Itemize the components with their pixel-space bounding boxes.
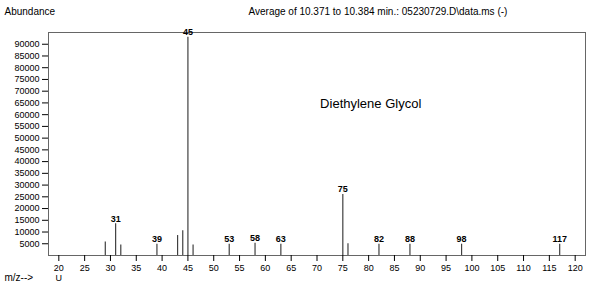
svg-text:55000: 55000 (14, 121, 39, 131)
svg-text:75000: 75000 (14, 74, 39, 84)
svg-text:20000: 20000 (14, 203, 39, 213)
svg-text:53: 53 (224, 234, 234, 244)
svg-text:40000: 40000 (14, 156, 39, 166)
svg-text:105: 105 (490, 263, 505, 273)
svg-text:65000: 65000 (14, 98, 39, 108)
svg-text:40: 40 (157, 263, 167, 273)
svg-text:Average of 10.371 to 10.384 mi: Average of 10.371 to 10.384 min.: 052307… (249, 6, 508, 17)
svg-text:115: 115 (542, 263, 556, 273)
svg-text:75: 75 (338, 184, 348, 194)
svg-text:45: 45 (183, 27, 193, 37)
svg-text:39: 39 (152, 234, 162, 244)
svg-text:117: 117 (552, 234, 567, 244)
svg-text:90: 90 (415, 263, 425, 273)
svg-text:100: 100 (464, 263, 479, 273)
svg-text:85: 85 (389, 263, 399, 273)
svg-text:Abundance: Abundance (5, 6, 56, 17)
svg-text:Diethylene Glycol: Diethylene Glycol (320, 96, 421, 111)
svg-text:25000: 25000 (14, 192, 39, 202)
svg-text:35000: 35000 (14, 168, 39, 178)
svg-text:120: 120 (568, 263, 583, 273)
svg-text:90000: 90000 (14, 39, 39, 49)
svg-text:88: 88 (405, 234, 415, 244)
svg-text:10000: 10000 (14, 227, 39, 237)
svg-text:20: 20 (54, 263, 64, 273)
svg-text:65: 65 (286, 263, 296, 273)
svg-text:45: 45 (183, 263, 193, 273)
svg-text:70: 70 (312, 263, 322, 273)
svg-text:50: 50 (209, 263, 219, 273)
svg-text:80000: 80000 (14, 63, 39, 73)
svg-text:58: 58 (250, 233, 260, 243)
svg-text:31: 31 (111, 214, 121, 224)
svg-text:60: 60 (260, 263, 270, 273)
svg-text:35: 35 (131, 263, 141, 273)
svg-text:98: 98 (457, 234, 467, 244)
svg-text:75: 75 (338, 263, 348, 273)
svg-text:5000: 5000 (19, 239, 39, 249)
svg-text:m/z-->: m/z--> (5, 272, 34, 283)
svg-text:45000: 45000 (14, 145, 39, 155)
svg-text:15000: 15000 (14, 215, 39, 225)
svg-text:63: 63 (276, 234, 286, 244)
svg-text:70000: 70000 (14, 86, 39, 96)
svg-text:U: U (56, 273, 63, 283)
svg-text:55: 55 (235, 263, 245, 273)
svg-text:30000: 30000 (14, 180, 39, 190)
svg-text:60000: 60000 (14, 110, 39, 120)
svg-text:25: 25 (80, 263, 90, 273)
svg-text:110: 110 (516, 263, 530, 273)
svg-text:30: 30 (105, 263, 115, 273)
svg-text:85000: 85000 (14, 51, 39, 61)
svg-text:50000: 50000 (14, 133, 39, 143)
svg-text:82: 82 (374, 234, 384, 244)
svg-text:95: 95 (441, 263, 451, 273)
svg-text:80: 80 (364, 263, 374, 273)
